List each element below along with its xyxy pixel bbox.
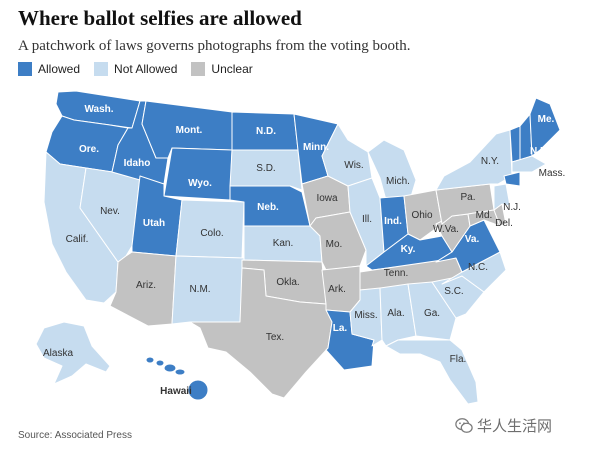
wechat-logo-icon <box>455 417 473 433</box>
label-tenn: Tenn. <box>384 268 408 279</box>
label-alaska: Alaska <box>43 348 73 359</box>
label-mich: Mich. <box>386 176 410 187</box>
state-mich <box>367 139 417 201</box>
label-vt: Vt. <box>500 118 513 129</box>
label-wis: Wis. <box>344 160 363 171</box>
label-iowa: Iowa <box>316 193 338 204</box>
legend-item-unclear: Unclear <box>191 62 253 76</box>
us-map: Wash. Ore. Idaho Mont. Wyo. N.D. Minn. S… <box>35 90 565 405</box>
label-utah: Utah <box>143 218 165 229</box>
page-title: Where ballot selfies are allowed <box>18 6 302 30</box>
label-pa: Pa. <box>460 192 475 203</box>
state-alaska <box>35 321 111 385</box>
state-labels: Wash. Ore. Idaho Mont. Wyo. N.D. Minn. S… <box>43 104 565 397</box>
label-nc: N.C. <box>468 262 488 273</box>
state-hawaii <box>145 356 209 401</box>
legend-swatch-not-allowed <box>94 62 109 76</box>
label-la: La. <box>333 323 348 334</box>
legend-item-allowed: Allowed <box>18 62 80 76</box>
state-mass <box>511 155 547 173</box>
state-ga <box>407 281 457 341</box>
legend-swatch-allowed <box>18 62 32 76</box>
state-md <box>467 209 501 227</box>
legend-item-not-allowed: Not Allowed <box>94 62 177 76</box>
state-nj <box>493 183 511 211</box>
label-hawaii: Hawaii <box>160 386 192 397</box>
label-fla: Fla. <box>450 354 467 365</box>
label-va: Va. <box>465 234 480 245</box>
state-conn <box>503 171 521 187</box>
state-shapes <box>35 90 561 405</box>
label-ny: N.Y. <box>481 156 499 167</box>
state-sd <box>229 149 303 191</box>
label-nev: Nev. <box>100 206 120 217</box>
label-kan: Kan. <box>273 238 294 249</box>
label-wyo: Wyo. <box>188 178 212 189</box>
state-ohio <box>403 189 443 241</box>
state-vt <box>509 125 521 163</box>
label-minn: Minn. <box>303 142 329 153</box>
legend-label-unclear: Unclear <box>211 62 253 76</box>
label-mass: Mass. <box>539 168 566 179</box>
legend-label-not-allowed: Not Allowed <box>114 62 178 76</box>
label-conn: Conn. <box>508 188 537 199</box>
state-wis <box>321 123 373 187</box>
label-okla: Okla. <box>276 277 299 288</box>
label-idaho: Idaho <box>124 158 151 169</box>
label-ore: Ore. <box>79 144 99 155</box>
label-ariz: Ariz. <box>136 280 156 291</box>
label-nh: N.H. <box>530 146 550 157</box>
label-wash: Wash. <box>84 104 113 115</box>
label-nj: N.J. <box>503 202 521 213</box>
label-tex: Tex. <box>266 332 284 343</box>
label-mont: Mont. <box>176 125 203 136</box>
label-md: Md. <box>476 210 493 221</box>
state-calif <box>43 151 119 304</box>
legend-label-allowed: Allowed <box>38 62 81 76</box>
label-ind: Ind. <box>384 216 402 227</box>
label-miss: Miss. <box>354 310 377 321</box>
label-del: Del. <box>495 218 513 229</box>
label-sc: S.C. <box>444 286 463 297</box>
watermark-text: 华人生活网 <box>477 418 553 435</box>
label-mo: Mo. <box>326 239 343 250</box>
legend-swatch-unclear <box>191 62 206 76</box>
label-nm: N.M. <box>189 284 210 295</box>
state-tex <box>189 267 333 399</box>
label-ill: Ill. <box>362 214 372 225</box>
label-calif: Calif. <box>66 234 89 245</box>
page-subtitle: A patchwork of laws governs photographs … <box>18 38 411 54</box>
source-credit: Source: Associated Press <box>18 430 132 441</box>
label-nd: N.D. <box>256 126 276 137</box>
map-legend: Allowed Not Allowed Unclear <box>18 62 267 76</box>
label-neb: Neb. <box>257 202 279 213</box>
label-colo: Colo. <box>200 228 223 239</box>
label-ga: Ga. <box>424 308 440 319</box>
state-ny <box>435 129 513 191</box>
label-ark: Ark. <box>328 284 346 295</box>
label-ky: Ky. <box>401 244 416 255</box>
watermark: 华人生活网 <box>455 415 552 436</box>
label-wva: W.Va. <box>433 224 459 235</box>
label-ala: Ala. <box>387 308 404 319</box>
label-me: Me. <box>538 114 555 125</box>
state-fla <box>385 339 479 405</box>
label-ohio: Ohio <box>411 210 433 221</box>
state-wyo <box>163 147 233 201</box>
label-sd: S.D. <box>256 163 275 174</box>
